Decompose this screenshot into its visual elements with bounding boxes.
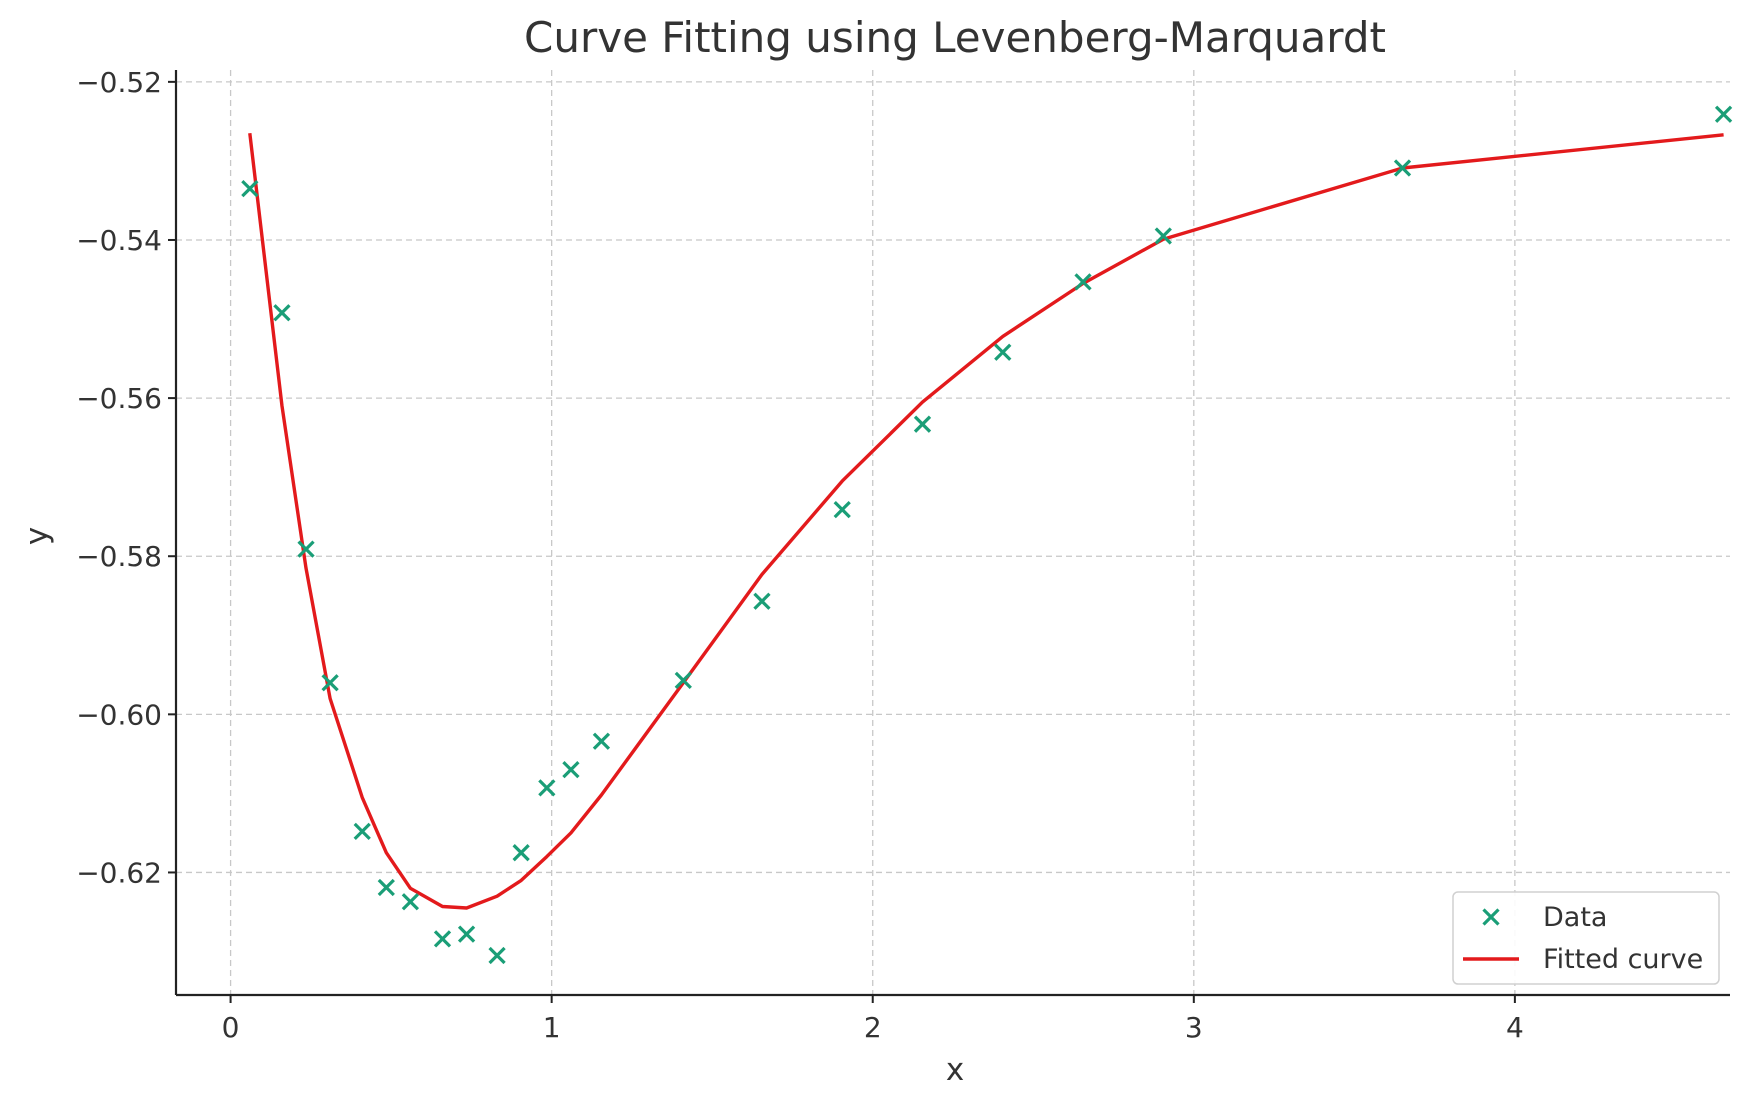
data-point xyxy=(674,671,692,689)
data-point xyxy=(321,674,339,692)
x-tick-label: 4 xyxy=(1506,1011,1524,1044)
y-tick-label: −0.56 xyxy=(76,382,162,415)
legend-label-data: Data xyxy=(1543,902,1607,933)
data-point xyxy=(353,822,371,840)
data-point xyxy=(592,732,611,750)
data-point xyxy=(538,779,556,797)
y-tick-label: −0.54 xyxy=(76,224,162,257)
fitted-curve-line xyxy=(248,133,1724,910)
y-tick-label: −0.62 xyxy=(76,856,162,889)
data-points-layer xyxy=(241,105,1733,965)
legend-box xyxy=(1452,891,1720,985)
data-point xyxy=(1074,273,1092,291)
legend-data-marker xyxy=(1482,908,1500,926)
data-point xyxy=(753,592,771,610)
x-tick-label: 2 xyxy=(864,1011,882,1044)
data-point xyxy=(913,415,932,433)
data-point xyxy=(512,844,530,862)
data-point xyxy=(401,893,420,911)
chart-title: Curve Fitting using Levenberg-Marquardt xyxy=(524,13,1386,62)
fitted-curve-layer xyxy=(248,133,1724,910)
data-point xyxy=(377,878,395,897)
y-tick-label: −0.52 xyxy=(76,66,162,99)
legend: Data Fitted curve xyxy=(1452,891,1720,985)
x-tick-label: 3 xyxy=(1185,1011,1203,1044)
y-tick-label: −0.58 xyxy=(76,540,162,573)
data-point xyxy=(241,179,259,198)
legend-label-fitted-curve: Fitted curve xyxy=(1543,944,1703,975)
data-point xyxy=(433,930,452,948)
data-point xyxy=(297,540,315,558)
y-axis-label: y xyxy=(19,527,55,545)
data-point xyxy=(273,304,291,322)
data-point xyxy=(1393,159,1412,177)
data-point xyxy=(488,946,506,965)
x-tick-label: 1 xyxy=(543,1011,561,1044)
x-axis-label: x xyxy=(946,1052,964,1088)
data-point xyxy=(1714,105,1733,123)
x-tick-label: 0 xyxy=(222,1011,240,1044)
data-point xyxy=(833,500,851,519)
y-tick-label: −0.60 xyxy=(76,698,162,731)
data-point xyxy=(457,925,476,943)
axes: 0 1 2 3 4 −0.52 −0.54 −0.56 −0.58 −0.60 −0.62 xyxy=(76,66,1730,1044)
data-point xyxy=(562,761,580,779)
grid-lines xyxy=(176,70,1730,995)
data-point xyxy=(994,343,1012,361)
data-point xyxy=(1154,227,1172,245)
